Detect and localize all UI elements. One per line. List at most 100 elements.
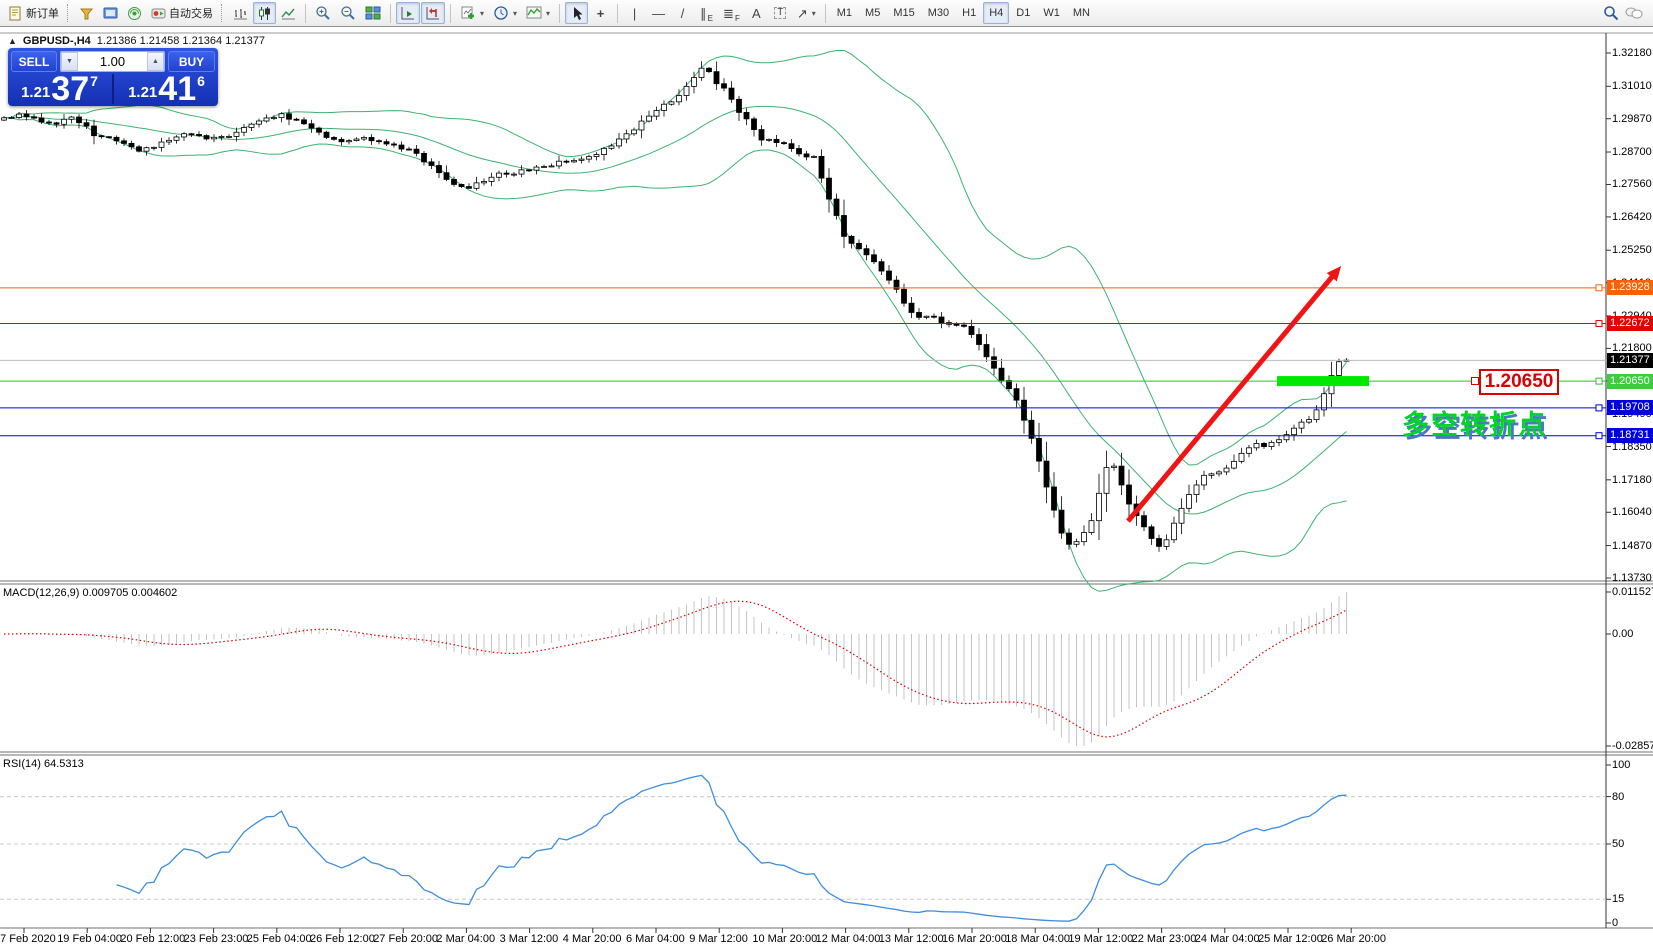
collapse-arrow-icon[interactable]: ▲ <box>8 36 17 46</box>
timeframe-w1[interactable]: W1 <box>1043 7 1060 19</box>
timeframe-m5[interactable]: M5 <box>865 7 881 19</box>
sell-price-sup: 7 <box>90 73 98 89</box>
price-tick-label: 1.26420 <box>1612 210 1652 223</box>
tile-windows-icon <box>365 6 381 20</box>
sell-button[interactable]: SELL <box>11 51 57 72</box>
text-label-tool-button[interactable]: T <box>769 2 792 24</box>
line-chart-icon <box>281 8 295 19</box>
cursor-icon <box>573 6 583 20</box>
crosshair-tool-button[interactable]: + <box>589 2 612 24</box>
new-order-button[interactable]: 新订单 <box>4 2 63 24</box>
candlestick-mode-button[interactable] <box>253 2 276 24</box>
rsi-axis-label: 0 <box>1612 917 1619 929</box>
market-watch-button[interactable] <box>99 2 122 24</box>
new-chart-button[interactable]: ▾ <box>456 2 488 24</box>
search-icon[interactable] <box>1603 5 1619 21</box>
channel-icon-letter: E <box>707 14 713 23</box>
date-label: 12 Mar 04:00 <box>815 933 881 945</box>
timeframe-h4[interactable]: H4 <box>983 2 1010 24</box>
price-tick-label: 1.16040 <box>1612 506 1652 519</box>
volume-value[interactable]: 1.00 <box>99 54 126 69</box>
price-badge: 1.20650 <box>1607 373 1653 389</box>
price-badge: 1.19708 <box>1607 400 1653 416</box>
chart-shift-button[interactable] <box>421 2 445 24</box>
indicators-button[interactable]: ▾ <box>522 2 554 24</box>
sell-price-button[interactable]: 1.21 37 7 <box>8 70 111 108</box>
buy-price-button[interactable]: 1.21 41 6 <box>115 70 218 108</box>
volume-increase-button[interactable]: ▲ <box>147 52 164 71</box>
toolbar: 新订单 自动交易 <box>0 0 1653 27</box>
date-label: 22 Mar 23:00 <box>1131 933 1197 945</box>
clock-icon <box>494 6 508 20</box>
line-chart-mode-button[interactable] <box>277 2 300 24</box>
news-button[interactable] <box>123 2 146 24</box>
date-label: 24 Mar 04:00 <box>1194 933 1260 945</box>
timeframe-m1[interactable]: M1 <box>836 7 853 19</box>
arrows-tool-button[interactable]: ↗ ▾ <box>793 2 820 24</box>
toolbar-separator <box>824 3 826 23</box>
tile-windows-button[interactable] <box>361 2 385 24</box>
candlestick-chart-icon <box>259 6 270 20</box>
date-label: 16 Mar 20:00 <box>942 933 1007 945</box>
broadcast-icon <box>128 6 141 20</box>
price-callout-label[interactable]: 1.20650 <box>1479 369 1559 396</box>
date-label: 27 Feb 20:00 <box>373 933 439 945</box>
bar-chart-mode-button[interactable] <box>229 2 252 24</box>
price-tick-label: 1.31010 <box>1612 80 1652 93</box>
vertical-line-tool-button[interactable]: | <box>623 2 646 24</box>
timeframe-m15[interactable]: M15 <box>893 7 915 19</box>
trendline-tool-button[interactable]: / <box>671 2 694 24</box>
price-tick-label: 1.25250 <box>1612 244 1652 257</box>
chart-ohlc-values: 1.21386 1.21458 1.21364 1.21377 <box>96 35 265 47</box>
buy-button[interactable]: BUY <box>168 51 215 72</box>
rsi-axis-label: 50 <box>1612 838 1625 850</box>
date-label: 17 Feb 2020 <box>0 933 56 945</box>
channel-icon: ∥ <box>700 5 707 21</box>
autotrading-button[interactable]: 自动交易 <box>147 2 217 24</box>
new-order-icon <box>9 6 21 20</box>
date-label: 23 Feb 23:00 <box>183 933 249 945</box>
buy-price-big: 41 <box>158 70 197 108</box>
price-tick-label: 1.14870 <box>1612 539 1652 552</box>
timeframe-h1[interactable]: H1 <box>962 7 977 19</box>
fibonacci-tool-button[interactable]: ≣ F <box>719 2 744 24</box>
text-icon: A <box>752 5 761 21</box>
periods-button[interactable]: ▾ <box>489 2 521 24</box>
chat-icon[interactable] <box>1625 6 1643 21</box>
price-badge: 1.23928 <box>1607 280 1653 296</box>
price-badge: 1.22672 <box>1607 316 1653 332</box>
toolbar-separator <box>617 3 619 23</box>
toolbar-grip <box>67 4 71 22</box>
timeframe-d1[interactable]: D1 <box>1016 7 1031 19</box>
date-label: 20 Feb 12:00 <box>120 933 186 945</box>
toolbar-separator <box>305 3 306 23</box>
cursor-tool-button[interactable] <box>565 2 589 24</box>
zoom-in-button[interactable] <box>311 2 335 24</box>
annotation-text[interactable]: 多空转折点 <box>1402 410 1547 440</box>
volume-decrease-button[interactable]: ▼ <box>61 52 78 71</box>
callout-anchor-square[interactable] <box>1471 377 1479 386</box>
toolbar-separator <box>559 3 561 23</box>
text-label-icon: T <box>774 7 787 19</box>
timeframe-m30[interactable]: M30 <box>927 7 950 19</box>
fibonacci-icon-letter: F <box>734 14 740 23</box>
auto-scroll-icon <box>401 7 414 20</box>
data-window-button[interactable] <box>75 2 98 24</box>
auto-scroll-button[interactable] <box>396 2 420 24</box>
sell-price-big: 37 <box>51 70 90 108</box>
autotrading-icon <box>151 8 166 18</box>
price-tick-label: 1.17180 <box>1612 473 1652 486</box>
zoom-out-button[interactable] <box>336 2 360 24</box>
autotrading-label: 自动交易 <box>169 8 213 20</box>
toolbar-grip <box>221 4 225 22</box>
horizontal-line-tool-button[interactable]: — <box>647 2 670 24</box>
channel-tool-button[interactable]: ∥ E <box>695 2 718 24</box>
price-badge: 1.18731 <box>1607 428 1653 444</box>
buy-price-sup: 6 <box>197 73 205 89</box>
text-tool-button[interactable]: A <box>745 2 768 24</box>
macd-axis-label: 0.011527 <box>1612 586 1653 598</box>
timeframe-mn[interactable]: MN <box>1072 7 1090 19</box>
dropdown-caret-icon: ▾ <box>513 8 518 18</box>
